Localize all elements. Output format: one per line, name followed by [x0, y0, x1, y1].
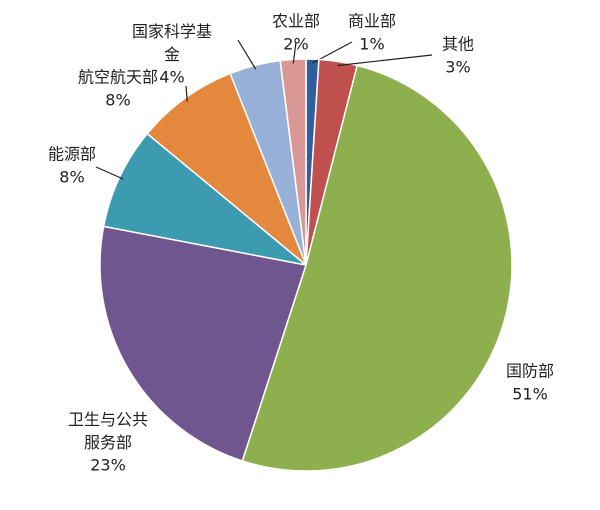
slice-label-line: 卫生与公共 [68, 410, 148, 429]
value-label: 1% [359, 35, 384, 54]
slice-label-line: 金 [164, 45, 180, 64]
value-label: 3% [445, 58, 470, 77]
leader-line [185, 85, 188, 102]
leader-line [95, 166, 124, 180]
slice-label: 能源部 [48, 145, 96, 164]
value-label: 8% [59, 168, 84, 187]
slice-label: 商业部 [348, 12, 396, 31]
leader-line [237, 39, 257, 70]
leader-line [292, 41, 297, 64]
value-label: 8% [105, 91, 130, 110]
slice-label: 卫生与公共服务部 [68, 410, 148, 452]
slice-label-line: 国家科学基 [132, 22, 212, 41]
slice-label: 航空航天部 [78, 68, 158, 87]
slice-label-line: 服务部 [84, 433, 132, 452]
pie-slice [279, 58, 307, 266]
value-label: 4% [159, 68, 184, 87]
slice-label: 其他 [442, 35, 474, 54]
leader-line [337, 54, 433, 67]
pie-slice [146, 72, 307, 266]
slice-label: 国防部 [506, 362, 554, 381]
value-label: 23% [90, 456, 126, 475]
value-label: 2% [283, 35, 308, 54]
pie-slice [241, 64, 513, 472]
slice-label: 国家科学基金 [132, 22, 212, 64]
slice-label: 农业部 [272, 12, 320, 31]
value-label: 51% [512, 385, 548, 404]
pie-slice [99, 225, 307, 462]
